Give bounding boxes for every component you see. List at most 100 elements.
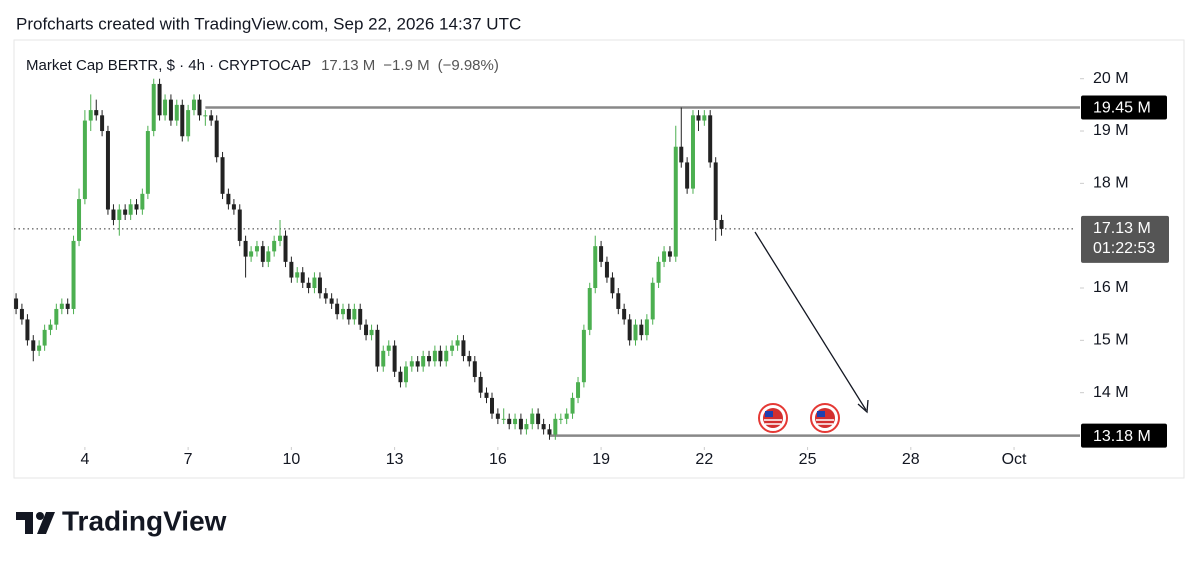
candle-body bbox=[553, 418, 558, 435]
candle-body bbox=[94, 110, 99, 116]
last-price-label: 17.13 M bbox=[1093, 220, 1151, 237]
candle-body bbox=[593, 246, 598, 289]
event-flag bbox=[758, 403, 788, 433]
candle-body bbox=[174, 104, 179, 121]
candle-body bbox=[587, 288, 592, 330]
candle-body bbox=[226, 193, 231, 205]
candle-body bbox=[644, 319, 649, 336]
candle-body bbox=[633, 324, 638, 341]
candle-body bbox=[627, 319, 632, 341]
brand: TradingView bbox=[62, 505, 227, 536]
candle-body bbox=[444, 350, 449, 362]
header: Profcharts created with TradingView.com,… bbox=[16, 14, 521, 33]
candle-body bbox=[610, 277, 615, 294]
candle-body bbox=[71, 240, 76, 309]
candle-body bbox=[231, 204, 236, 210]
x-tick-label: 4 bbox=[80, 451, 89, 468]
candle-body bbox=[409, 361, 414, 367]
candle-body bbox=[203, 115, 208, 117]
candle-body bbox=[530, 413, 535, 425]
candle-body bbox=[25, 319, 30, 341]
candle-body bbox=[616, 293, 621, 309]
symbol: Market Cap BERTR, $ · 4h · CRYPTOCAP bbox=[26, 57, 311, 74]
candle-body bbox=[243, 240, 248, 257]
candle-body bbox=[312, 277, 317, 289]
x-tick-label: 19 bbox=[592, 451, 610, 468]
candle-body bbox=[375, 329, 380, 367]
candle-body bbox=[42, 329, 47, 346]
candle-body bbox=[278, 235, 283, 241]
candle-body bbox=[317, 277, 322, 294]
candle-body bbox=[536, 413, 541, 425]
candle-body bbox=[472, 361, 477, 377]
candle-body bbox=[134, 204, 139, 210]
candle-body bbox=[54, 308, 59, 325]
candle-body bbox=[266, 251, 271, 262]
candle-body bbox=[364, 324, 369, 336]
candle-body bbox=[59, 303, 64, 309]
candle-body bbox=[450, 345, 455, 351]
candle-body bbox=[381, 350, 386, 367]
y-tick-label: 14 M bbox=[1093, 384, 1129, 401]
candle-body bbox=[157, 83, 162, 116]
level-tag bbox=[1081, 95, 1167, 120]
candle-body bbox=[398, 371, 403, 383]
candle-body bbox=[581, 329, 586, 383]
candle-body bbox=[168, 99, 173, 121]
y-tick-label: 18 M bbox=[1093, 175, 1129, 192]
candle-body bbox=[524, 424, 529, 430]
candle-body bbox=[346, 308, 351, 320]
candle-body bbox=[117, 209, 122, 220]
x-tick-label: 25 bbox=[799, 451, 817, 468]
candle-body bbox=[685, 162, 690, 189]
candle-body bbox=[386, 345, 391, 351]
candle-body bbox=[249, 251, 254, 257]
x-tick-label: 7 bbox=[184, 451, 193, 468]
event-flag bbox=[810, 403, 840, 433]
logo: TradingView bbox=[16, 505, 227, 536]
candle-body bbox=[31, 340, 36, 351]
candle-body bbox=[329, 298, 334, 304]
candle-body bbox=[564, 413, 569, 419]
candle-body bbox=[708, 115, 713, 163]
y-tick-label: 15 M bbox=[1093, 332, 1129, 349]
candle-body bbox=[490, 397, 495, 414]
candle-body bbox=[186, 110, 191, 137]
candle-body bbox=[37, 345, 42, 351]
change-percent: (−9.98%) bbox=[438, 57, 499, 74]
candle-body bbox=[323, 293, 328, 299]
candle-body bbox=[111, 209, 116, 220]
candle-body bbox=[128, 204, 133, 215]
arrow-head bbox=[857, 399, 869, 414]
candle-body bbox=[180, 104, 185, 137]
candle-body bbox=[140, 193, 145, 210]
countdown: 01:22:53 bbox=[1093, 240, 1155, 257]
candle-body bbox=[622, 308, 627, 320]
plot: 14 M 15 M 16 M 18 M 19 M 20 M 4 7 10 13 16 19 22 25 28… bbox=[14, 70, 1169, 468]
y-tick-label: 16 M bbox=[1093, 279, 1129, 296]
candle-body bbox=[461, 340, 466, 357]
candle-body bbox=[88, 110, 93, 121]
candle-body bbox=[673, 146, 678, 257]
candle-body bbox=[696, 115, 701, 121]
candle-body bbox=[340, 308, 345, 315]
candle-body bbox=[19, 308, 24, 320]
candle-body bbox=[713, 162, 718, 220]
candle-body bbox=[432, 350, 437, 362]
candle-body bbox=[300, 272, 305, 283]
x-tick-label: 10 bbox=[282, 451, 300, 468]
candle-body bbox=[507, 418, 512, 425]
candle-body bbox=[501, 418, 506, 420]
candle-body bbox=[197, 99, 202, 116]
candle-body bbox=[48, 324, 53, 330]
candle-body bbox=[191, 99, 196, 111]
y-tick-label: 20 M bbox=[1093, 70, 1129, 87]
candle-body bbox=[295, 272, 300, 278]
candle-body bbox=[667, 251, 672, 257]
candle-body bbox=[427, 356, 432, 362]
candle-body bbox=[639, 324, 644, 336]
candle-body bbox=[455, 340, 460, 346]
candle-body bbox=[214, 120, 219, 158]
